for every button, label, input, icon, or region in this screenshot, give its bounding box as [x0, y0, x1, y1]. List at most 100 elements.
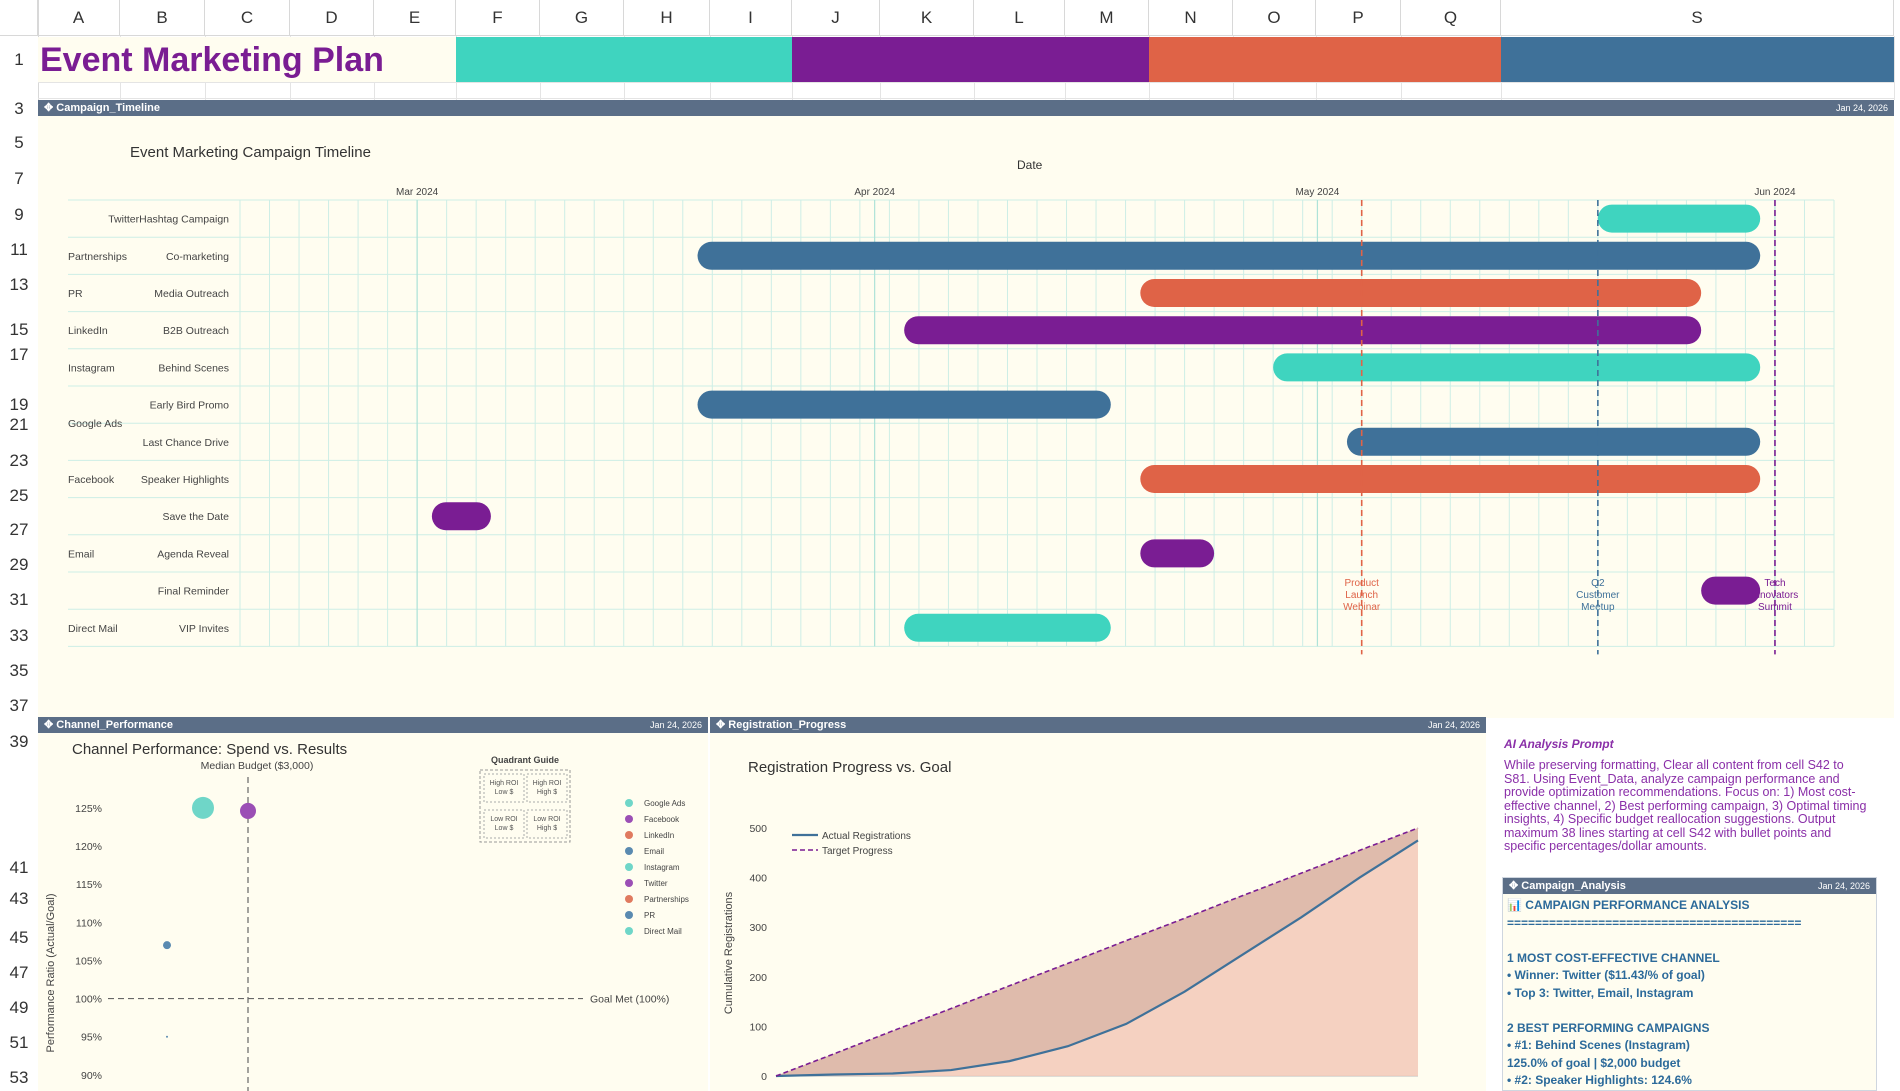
color-band-orange	[1149, 37, 1501, 82]
row-header-37[interactable]: 37	[9, 696, 29, 715]
row-header-1[interactable]: 1	[14, 50, 24, 69]
gantt-tick-label: Mar 2024	[396, 187, 439, 198]
quadrant-label: Low ROI	[490, 816, 517, 823]
campaign-analysis-titlebar[interactable]: ✥ Campaign_Analysis Jan 24, 2026	[1503, 878, 1876, 894]
gantt-tick-label: Jun 2024	[1754, 187, 1796, 198]
quadrant-label: High ROI	[533, 780, 562, 787]
row-header-9[interactable]: 9	[14, 205, 24, 224]
row-header-53[interactable]: 53	[9, 1068, 29, 1087]
row-header-7[interactable]: 7	[14, 169, 24, 188]
column-header-o[interactable]: O	[1233, 0, 1316, 36]
gantt-bar	[431, 502, 491, 531]
grid-vline	[1894, 36, 1895, 100]
column-header-h[interactable]: H	[624, 0, 710, 36]
area-y-tick: 0	[761, 1071, 767, 1083]
row-header-31[interactable]: 31	[9, 590, 29, 609]
corner-cell[interactable]	[0, 0, 38, 36]
scatter-legend-label: Partnerships	[644, 895, 689, 904]
row-header-35[interactable]: 35	[9, 661, 29, 680]
campaign-analysis-panel[interactable]: ✥ Campaign_Analysis Jan 24, 2026 📊 CAMPA…	[1502, 877, 1877, 1091]
column-header-d[interactable]: D	[290, 0, 374, 36]
gantt-milestone-label: Summit	[1758, 602, 1792, 613]
column-header-e[interactable]: E	[374, 0, 456, 36]
channel-performance-panel[interactable]	[38, 717, 708, 1091]
gantt-milestone-label: Meetup	[1581, 602, 1615, 613]
row-header-13[interactable]: 13	[9, 275, 29, 294]
row-header-17[interactable]: 17	[9, 345, 29, 364]
row-header-29[interactable]: 29	[9, 555, 29, 574]
gantt-bar	[1140, 539, 1215, 568]
title-cell[interactable]: Event Marketing Plan	[38, 37, 456, 82]
campaign-timeline-date: Jan 24, 2026	[1835, 103, 1888, 113]
row-header-21[interactable]: 21	[9, 415, 29, 434]
registration-progress-titlebar[interactable]: ✥ Registration_Progress Jan 24, 2026	[710, 717, 1486, 733]
row-header-27[interactable]: 27	[9, 520, 29, 539]
column-header-m[interactable]: M	[1065, 0, 1149, 36]
column-header-p[interactable]: P	[1316, 0, 1401, 36]
campaign-analysis-line: • #1: Behind Scenes (Instagram)	[1507, 1038, 1690, 1052]
row-header-25[interactable]: 25	[9, 486, 29, 505]
column-header-k[interactable]: K	[880, 0, 974, 36]
column-header-i[interactable]: I	[710, 0, 792, 36]
area-y-tick: 500	[749, 823, 767, 835]
row-header-51[interactable]: 51	[9, 1033, 29, 1052]
scatter-y-tick: 95%	[81, 1032, 102, 1044]
scatter-y-tick: 100%	[75, 994, 102, 1006]
gantt-task-label: B2B Outreach	[163, 325, 229, 337]
gantt-channel-label: Partnerships	[68, 251, 127, 263]
quadrant-cell	[526, 773, 568, 803]
row-header-39[interactable]: 39	[9, 732, 29, 751]
campaign-analysis-line: 2 BEST PERFORMING CAMPAIGNS	[1507, 1020, 1710, 1035]
gantt-bar	[1346, 427, 1761, 456]
column-header-c[interactable]: C	[205, 0, 290, 36]
gantt-bar	[697, 241, 1761, 270]
gantt-tick-label: May 2024	[1295, 187, 1339, 198]
column-header-j[interactable]: J	[792, 0, 880, 36]
quadrant-label: High $	[537, 789, 557, 796]
ai-prompt-body: While preserving formatting, Clear all c…	[1504, 758, 1867, 853]
column-header-s[interactable]: S	[1501, 0, 1894, 36]
scatter-y-tick: 90%	[81, 1070, 102, 1082]
row-header-33[interactable]: 33	[9, 626, 29, 645]
campaign-timeline-titlebar[interactable]: ✥ Campaign_Timeline Jan 24, 2026	[38, 100, 1894, 116]
row-header-45[interactable]: 45	[9, 928, 29, 947]
grid-hline	[38, 98, 1894, 99]
channel-performance-label: Channel_Performance	[56, 719, 174, 731]
quadrant-guide-box	[479, 769, 571, 843]
area-chart: Registration Progress vs. Goal Cumulative…	[723, 759, 1419, 1083]
scatter-legend-marker	[625, 863, 633, 871]
column-header-q[interactable]: Q	[1401, 0, 1501, 36]
quadrant-label: High $	[537, 825, 557, 832]
gantt-axis-label: Date	[1017, 158, 1043, 172]
quadrant-label: Low $	[495, 825, 514, 832]
quadrant-label: Low ROI	[533, 816, 560, 823]
row-header-47[interactable]: 47	[9, 963, 29, 982]
channel-performance-titlebar[interactable]: ✥ Channel_Performance Jan 24, 2026	[38, 717, 708, 733]
row-header-23[interactable]: 23	[9, 451, 29, 470]
column-header-n[interactable]: N	[1149, 0, 1233, 36]
scatter-legend-label: LinkedIn	[644, 831, 674, 840]
scatter-title: Channel Performance: Spend vs. Results	[72, 741, 347, 758]
row-header-49[interactable]: 49	[9, 998, 29, 1017]
row-header-15[interactable]: 15	[9, 320, 29, 339]
gantt-task-label: Early Bird Promo	[150, 400, 230, 412]
scatter-y-tick: 110%	[76, 917, 102, 929]
row-header-11[interactable]: 11	[10, 240, 28, 259]
scatter-legend-marker	[625, 815, 633, 823]
row-header-5[interactable]: 5	[14, 133, 24, 152]
column-header-a[interactable]: A	[38, 0, 120, 36]
column-header-l[interactable]: L	[974, 0, 1065, 36]
gantt-channel-label: Facebook	[68, 474, 115, 486]
column-header-b[interactable]: B	[120, 0, 205, 36]
column-header-g[interactable]: G	[540, 0, 624, 36]
gantt-task-label: Behind Scenes	[158, 362, 229, 374]
column-header-f[interactable]: F	[456, 0, 540, 36]
row-header-43[interactable]: 43	[9, 889, 29, 908]
row-header-41[interactable]: 41	[9, 858, 29, 877]
campaign-analysis-line: • #2: Speaker Highlights: 124.6%	[1507, 1073, 1692, 1087]
row-header-3[interactable]: 3	[14, 99, 24, 118]
scatter-legend-marker	[625, 847, 633, 855]
gantt-title: Event Marketing Campaign Timeline	[130, 144, 371, 161]
row-header-19[interactable]: 19	[9, 395, 29, 414]
ai-prompt-cell[interactable]: AI Analysis Prompt While preserving form…	[1502, 733, 1894, 863]
